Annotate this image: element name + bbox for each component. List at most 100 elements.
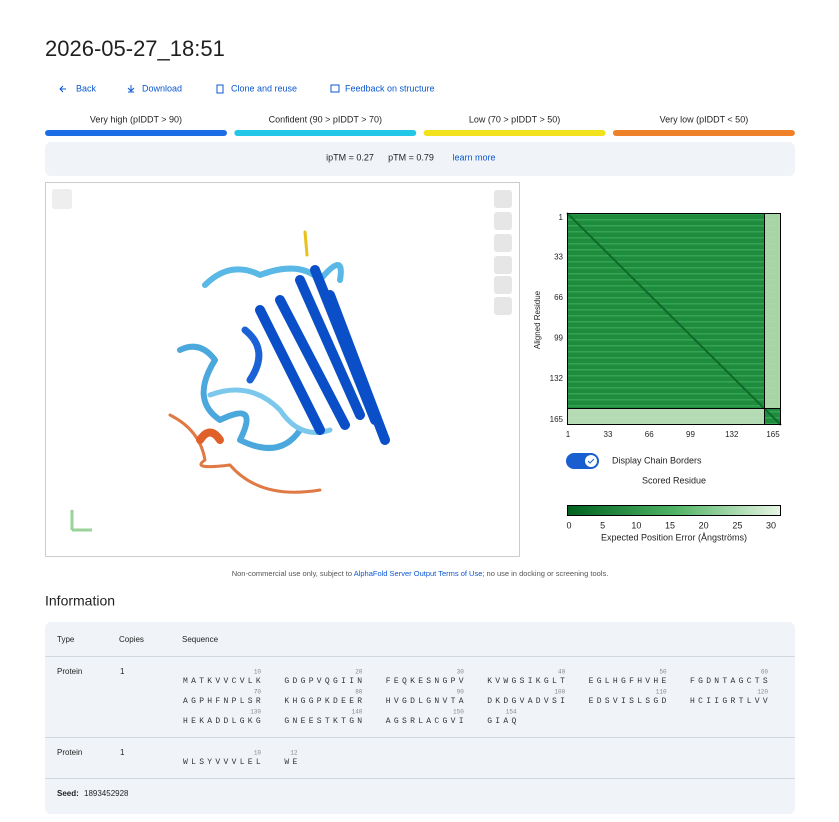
back-icon <box>59 85 66 93</box>
terms-note: Non-commercial use only, subject to Alph… <box>232 569 609 578</box>
sequence-position: 10 <box>254 750 262 757</box>
sequence-chunk: AGPHFNPLSR <box>183 697 264 706</box>
clone-icon <box>216 84 224 94</box>
sequence-position: 110 <box>656 689 667 696</box>
sequence-position: 50 <box>659 669 667 676</box>
clone-button[interactable]: Clone and reuse <box>231 83 297 93</box>
sequence-chunk: FEQKESNGPV <box>386 677 467 686</box>
colorbar <box>567 505 781 516</box>
table-dividers <box>45 656 795 779</box>
colorbar-tick-label: 30 <box>766 520 776 530</box>
x-tick-label: 99 <box>686 430 695 439</box>
entity-copies: 1 <box>120 748 125 757</box>
sequence-chunk: KVWGSIKGLT <box>487 677 568 686</box>
colorbar-label: Expected Position Error (Ångströms) <box>601 532 747 542</box>
feedback-icon <box>330 84 340 93</box>
axes-gizmo <box>70 510 92 532</box>
terms-text: ; no use in docking or screening tools. <box>482 569 608 578</box>
entity-copies: 1 <box>120 667 125 676</box>
seed-label: Seed: <box>57 789 79 798</box>
colorbar-tick-label: 5 <box>600 520 605 530</box>
sequence-chunk: GNEESTKTGN <box>284 717 365 726</box>
sequence-chunk: HEKADDLGKG <box>183 717 264 726</box>
legend-bar <box>423 130 606 136</box>
sequence-chunk: KHGGPKDEER <box>284 697 365 706</box>
colorbar-tick-label: 20 <box>699 520 709 530</box>
x-tick-label: 33 <box>604 430 613 439</box>
x-tick-label: 66 <box>645 430 654 439</box>
column-header: Type <box>57 635 75 644</box>
seed-value: 1893452928 <box>84 789 129 798</box>
sequence-chunk: GDGPVQGIIN <box>284 677 365 686</box>
colorbar-tick-label: 10 <box>631 520 641 530</box>
colorbar-tick-label: 0 <box>566 520 571 530</box>
terms-text: Non-commercial use only, subject to <box>232 569 354 578</box>
toggle-check <box>587 458 595 464</box>
colorbar-tick-label: 25 <box>732 520 742 530</box>
sequence-chunk: HCIIGRTLVV <box>690 697 771 706</box>
sequence-chunk: GIAQ <box>487 717 519 726</box>
y-tick-label: 1 <box>559 213 564 222</box>
sequence-position: 30 <box>457 669 465 676</box>
legend-bar <box>612 130 795 136</box>
sequence-chunk: WE <box>284 758 300 767</box>
pae-plot: Aligned Residue Display Chain Borders Sc… <box>533 212 782 542</box>
page-title: 2026-05-27_18:51 <box>45 36 225 61</box>
sequence-position: 120 <box>757 689 768 696</box>
x-tick-label: 165 <box>766 430 780 439</box>
sequence-position: 20 <box>355 669 363 676</box>
legend-label: Very high (pIDDT > 90) <box>90 114 182 124</box>
sequence-position: 100 <box>554 689 565 696</box>
sequence-position: 12 <box>290 750 298 757</box>
x-tick-label: 1 <box>566 430 571 439</box>
learn-more[interactable]: learn more <box>452 152 495 162</box>
sequence-position: 90 <box>457 689 465 696</box>
pae-ticks: 1 1 33 33 66 66 99 99 132 132 165 165 0 5 10 15 20 25 30 <box>550 213 781 530</box>
x-tick-label: 132 <box>725 430 739 439</box>
download-button[interactable]: Download <box>142 83 182 93</box>
legend-label: Confident (90 > pIDDT > 70) <box>269 114 382 124</box>
ptm: pTM = 0.79 <box>388 152 434 162</box>
sequence-position: 40 <box>558 669 566 676</box>
protein-model <box>168 230 390 494</box>
viewer-toolbar <box>494 190 512 315</box>
sequence-chunk: AGSRLACGVI <box>386 717 467 726</box>
sequence-chunk: EGLHGFHVHE <box>589 677 670 686</box>
sequence-position: 150 <box>453 709 464 716</box>
structure-viewer <box>45 182 520 557</box>
y-tick-label: 132 <box>550 374 564 383</box>
metrics-box <box>45 142 795 176</box>
entity-type: Protein <box>57 667 82 676</box>
sequence-position: 140 <box>352 709 363 716</box>
feedback-button[interactable]: Feedback on structure <box>345 83 435 93</box>
sequence-position: 80 <box>355 689 363 696</box>
column-header: Copies <box>119 635 144 644</box>
download-icon <box>127 85 135 93</box>
sequence-chunk: DKDGVADVSI <box>487 697 568 706</box>
sequence-chunk: MATKVVCVLK <box>183 677 264 686</box>
legend-label: Very low (pIDDT < 50) <box>660 114 749 124</box>
sequence-position: 10 <box>254 669 262 676</box>
screenshot-button[interactable] <box>52 189 72 209</box>
plddt-legend: Very high (pIDDT > 90) Confident (90 > pI… <box>45 114 795 136</box>
sequence-position: 154 <box>506 709 517 716</box>
sequence-position: 70 <box>254 689 262 696</box>
sequence-chunk: WLSYVVVLEL <box>183 758 264 767</box>
toggle-label: Display Chain Borders <box>612 455 702 465</box>
sequence-position: 60 <box>761 669 769 676</box>
info-table <box>45 622 795 814</box>
back-button[interactable]: Back <box>76 83 97 93</box>
terms-link[interactable]: AlphaFold Server Output Terms of Use <box>354 569 483 578</box>
column-header: Sequence <box>182 635 219 644</box>
legend-bar <box>234 130 417 136</box>
entity-type: Protein <box>57 748 82 757</box>
y-tick-label: 66 <box>554 293 563 302</box>
sequence-chunk: HVGDLGNVTA <box>386 697 467 706</box>
y-tick-label: 33 <box>554 252 563 261</box>
y-tick-label: 165 <box>550 415 564 424</box>
sequence-position: 130 <box>250 709 261 716</box>
sequence-chunk: FGDNTAGCTS <box>690 677 771 686</box>
section-title: Information <box>45 593 115 609</box>
